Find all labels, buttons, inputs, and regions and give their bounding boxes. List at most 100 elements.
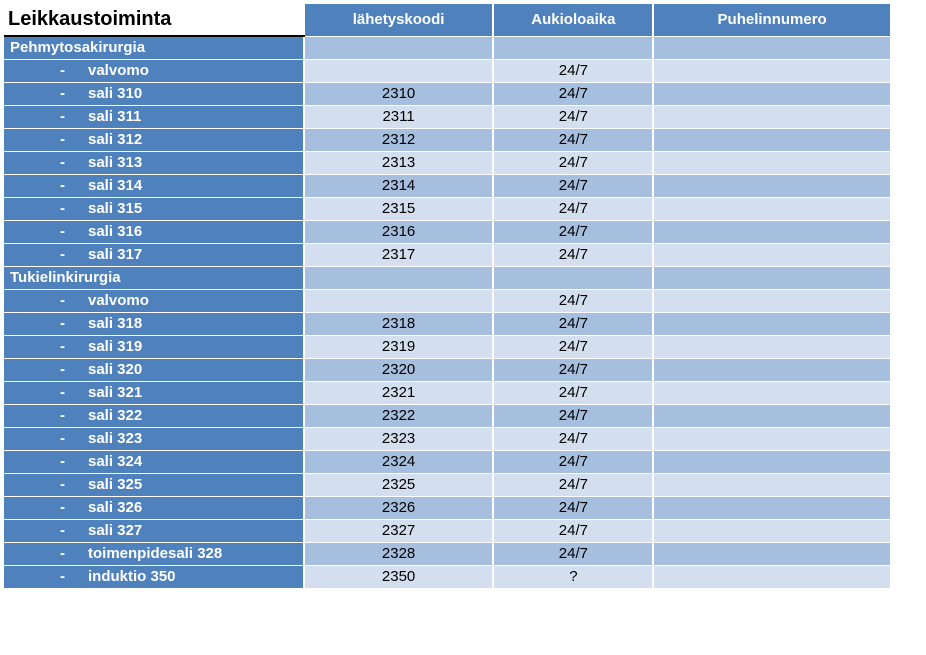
cell-hours: 24/7 [493,197,653,220]
cell-hours: 24/7 [493,128,653,151]
bullet-icon: - [60,108,65,125]
cell-hours: 24/7 [493,381,653,404]
cell-code: 2319 [304,335,494,358]
section-label: Pehmytosakirurgia [4,36,304,59]
cell-code: 2350 [304,565,494,588]
table-row: -sali 310231024/7 [4,82,891,105]
cell-hours: 24/7 [493,473,653,496]
row-label-text: sali 312 [52,131,142,148]
table-row: -sali 313231324/7 [4,151,891,174]
table-row: -sali 312231224/7 [4,128,891,151]
row-label-text: sali 327 [52,522,142,539]
row-label-text: sali 325 [52,476,142,493]
cell-code: 2325 [304,473,494,496]
row-label-text: sali 315 [52,200,142,217]
cell-hours: 24/7 [493,335,653,358]
header-code: lähetyskoodi [304,4,494,36]
row-label: -sali 310 [4,82,304,105]
bullet-icon: - [60,476,65,493]
table-row: -sali 321232124/7 [4,381,891,404]
cell-hours: 24/7 [493,450,653,473]
header-hours: Aukioloaika [493,4,653,36]
cell-phone [653,289,891,312]
cell-code: 2326 [304,496,494,519]
cell-code [304,289,494,312]
row-label: -sali 319 [4,335,304,358]
table-row: -valvomo 24/7 [4,59,891,82]
bullet-icon: - [60,85,65,102]
cell-phone [653,59,891,82]
row-label-text: valvomo [52,292,149,309]
row-label: -sali 322 [4,404,304,427]
table-row: -sali 324232424/7 [4,450,891,473]
row-label-text: toimenpidesali 328 [52,545,222,562]
cell-phone [653,174,891,197]
cell-code: 2327 [304,519,494,542]
row-label-text: sali 310 [52,85,142,102]
row-label-text: sali 319 [52,338,142,355]
bullet-icon: - [60,62,65,79]
row-label-text: sali 326 [52,499,142,516]
cell-hours [493,266,653,289]
bullet-icon: - [60,545,65,562]
row-label: -sali 314 [4,174,304,197]
table-row: -sali 317231724/7 [4,243,891,266]
row-label: -toimenpidesali 328 [4,542,304,565]
cell-phone [653,496,891,519]
cell-code: 2318 [304,312,494,335]
cell-code [304,59,494,82]
table-row: -sali 323232324/7 [4,427,891,450]
cell-phone [653,381,891,404]
cell-code: 2310 [304,82,494,105]
row-label-text: sali 313 [52,154,142,171]
cell-hours: 24/7 [493,105,653,128]
cell-code: 2312 [304,128,494,151]
bullet-icon: - [60,223,65,240]
row-label-text: induktio 350 [52,568,176,585]
table-title: Leikkaustoiminta [4,4,304,36]
header-phone: Puhelinnumero [653,4,891,36]
cell-hours: 24/7 [493,289,653,312]
bullet-icon: - [60,430,65,447]
cell-phone [653,335,891,358]
cell-phone [653,450,891,473]
cell-code: 2323 [304,427,494,450]
cell-phone [653,404,891,427]
bullet-icon: - [60,568,65,585]
cell-hours: 24/7 [493,496,653,519]
cell-code: 2321 [304,381,494,404]
cell-code: 2311 [304,105,494,128]
cell-hours: 24/7 [493,312,653,335]
bullet-icon: - [60,338,65,355]
table-row: -sali 326232624/7 [4,496,891,519]
row-label: -valvomo [4,59,304,82]
cell-hours: 24/7 [493,174,653,197]
row-label-text: valvomo [52,62,149,79]
row-label-text: sali 318 [52,315,142,332]
cell-phone [653,312,891,335]
cell-hours: 24/7 [493,82,653,105]
surgery-table: Leikkaustoiminta lähetyskoodi Aukioloaik… [4,4,892,589]
cell-phone [653,243,891,266]
row-label-text: sali 321 [52,384,142,401]
row-label: -induktio 350 [4,565,304,588]
cell-phone [653,220,891,243]
table-header-row: Leikkaustoiminta lähetyskoodi Aukioloaik… [4,4,891,36]
cell-phone [653,266,891,289]
cell-hours: 24/7 [493,243,653,266]
cell-phone [653,358,891,381]
row-label-text: sali 323 [52,430,142,447]
cell-code: 2317 [304,243,494,266]
cell-hours: 24/7 [493,59,653,82]
cell-code: 2314 [304,174,494,197]
row-label: -sali 316 [4,220,304,243]
row-label-text: sali 324 [52,453,142,470]
table-row: -toimenpidesali 328232824/7 [4,542,891,565]
bullet-icon: - [60,361,65,378]
bullet-icon: - [60,200,65,217]
cell-phone [653,197,891,220]
cell-phone [653,128,891,151]
row-label-text: sali 316 [52,223,142,240]
cell-hours: 24/7 [493,358,653,381]
cell-code: 2324 [304,450,494,473]
